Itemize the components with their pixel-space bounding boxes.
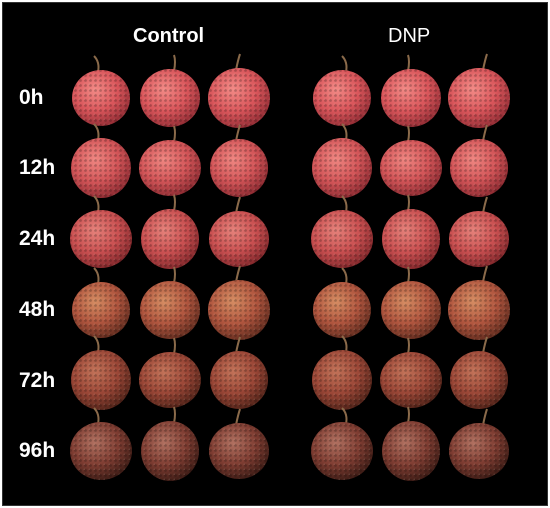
row-label-12h: 12h [19,156,56,179]
lychee-fruit-control-72h-1 [71,335,131,410]
lychee-fruit-control-24h-3 [209,196,269,267]
lychee-fruit-control-24h-2 [141,194,199,269]
lychee-fruit-control-0h-2 [140,54,200,127]
lychee-fruit-control-0h-3 [208,53,270,128]
lychee-fruit-dnp-12h-1 [312,123,372,198]
row-label-48h: 48h [19,298,56,321]
lychee-fruit-control-96h-1 [70,407,132,480]
lychee-fruit-control-12h-2 [139,125,201,196]
row-label-0h: 0h [19,86,44,109]
lychee-fruit-control-48h-3 [208,265,270,340]
lychee-fruit-dnp-72h-3 [450,336,508,409]
lychee-fruit-dnp-72h-1 [312,335,372,410]
lychee-fruit-control-48h-1 [72,267,130,338]
lychee-fruit-dnp-12h-3 [450,124,508,197]
lychee-fruit-dnp-24h-3 [449,196,509,267]
lychee-fruit-dnp-24h-1 [311,195,373,268]
row-label-24h: 24h [19,227,56,250]
lychee-fruit-dnp-48h-1 [313,267,371,338]
lychee-fruit-control-96h-2 [141,406,199,481]
row-label-96h: 96h [19,439,56,462]
lychee-fruit-dnp-12h-2 [380,125,442,196]
dnp-column-title: DNP [388,25,431,47]
lychee-fruit-dnp-24h-2 [382,194,440,269]
lychee-fruit-dnp-0h-3 [448,53,510,128]
lychee-fruit-dnp-0h-2 [381,54,441,127]
lychee-fruit-dnp-48h-3 [448,265,510,340]
lychee-fruit-dnp-96h-3 [449,408,509,479]
lychee-fruit-control-12h-3 [210,124,268,197]
lychee-fruit-control-24h-1 [70,195,132,268]
fruit-grid [70,53,510,481]
lychee-fruit-control-12h-1 [71,123,131,198]
lychee-fruit-control-96h-3 [209,408,269,479]
row-label-72h: 72h [19,369,56,392]
lychee-fruit-control-48h-2 [140,266,200,339]
lychee-fruit-dnp-96h-2 [382,406,440,481]
lychee-fruit-control-72h-2 [139,337,201,408]
control-column-title: Control [133,25,205,47]
lychee-fruit-dnp-0h-1 [313,55,371,126]
lychee-fruit-control-72h-3 [210,336,268,409]
lychee-fruit-dnp-48h-2 [381,266,441,339]
lychee-fruit-control-0h-1 [72,55,130,126]
lychee-fruit-dnp-72h-2 [380,337,442,408]
lychee-fruit-dnp-96h-1 [311,407,373,480]
